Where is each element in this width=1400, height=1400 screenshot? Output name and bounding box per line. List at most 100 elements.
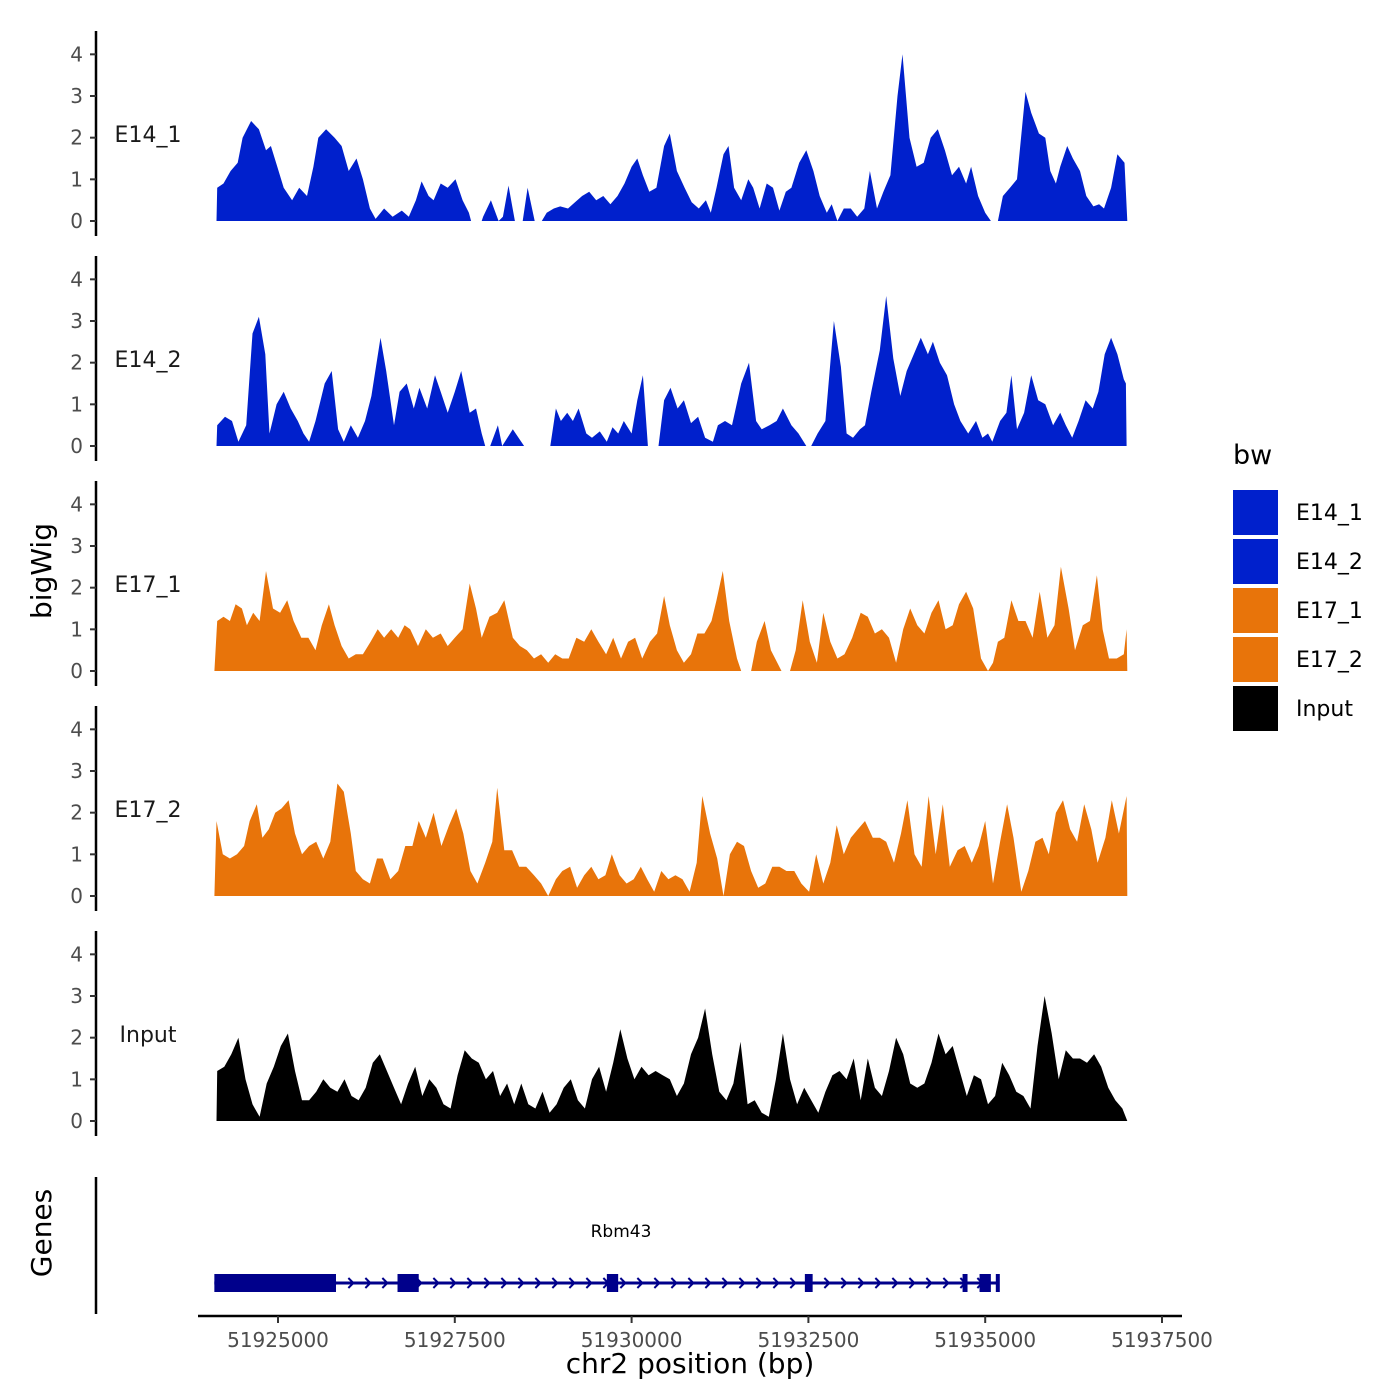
y-tick-label: 4 bbox=[70, 42, 83, 66]
genes-track-label: Genes bbox=[25, 1189, 58, 1277]
y-tick-label: 1 bbox=[70, 842, 83, 866]
gene-exon bbox=[214, 1274, 336, 1292]
x-tick-label: 51937500 bbox=[1111, 1328, 1213, 1352]
y-tick-label: 1 bbox=[70, 1067, 83, 1091]
y-tick-label: 0 bbox=[70, 884, 83, 908]
y-tick-label: 1 bbox=[70, 167, 83, 191]
strand-arrow bbox=[449, 1277, 457, 1289]
strand-arrow bbox=[704, 1277, 712, 1289]
genes-axis-title: Genes bbox=[25, 1189, 58, 1277]
strand-arrow bbox=[585, 1277, 593, 1289]
legend-swatch-E17_2 bbox=[1233, 637, 1278, 682]
legend-swatch-E17_1 bbox=[1233, 588, 1278, 633]
y-tick-label: 4 bbox=[70, 942, 83, 966]
coverage-area-E14_2 bbox=[216, 296, 1127, 446]
x-tick-label: 51925000 bbox=[227, 1328, 329, 1352]
legend-label-E14_1: E14_1 bbox=[1296, 501, 1363, 526]
strand-arrow bbox=[772, 1277, 780, 1289]
strand-arrow bbox=[466, 1277, 474, 1289]
y-axis-title: bigWig bbox=[25, 523, 58, 619]
strand-arrow bbox=[619, 1277, 627, 1289]
coverage-area-E17_2 bbox=[214, 783, 1128, 896]
y-tick-label: 0 bbox=[70, 1109, 83, 1133]
gene-exon bbox=[979, 1274, 991, 1292]
strand-arrow bbox=[517, 1277, 525, 1289]
strand-arrow bbox=[432, 1277, 440, 1289]
y-tick-label: 3 bbox=[70, 84, 83, 108]
coverage-area-Input bbox=[216, 996, 1128, 1121]
y-axis-label: bigWig bbox=[25, 523, 58, 619]
track-label: E17_2 bbox=[115, 798, 182, 823]
strand-arrow bbox=[670, 1277, 678, 1289]
strand-arrow bbox=[721, 1277, 729, 1289]
strand-arrow bbox=[364, 1277, 372, 1289]
track-label: E14_1 bbox=[115, 123, 182, 148]
legend-label-Input: Input bbox=[1296, 697, 1353, 722]
strand-arrow bbox=[687, 1277, 695, 1289]
y-tick-label: 3 bbox=[70, 309, 83, 333]
strand-arrow bbox=[891, 1277, 899, 1289]
coverage-area-E14_1 bbox=[216, 54, 1128, 221]
y-tick-label: 2 bbox=[70, 126, 83, 150]
strand-arrow bbox=[551, 1277, 559, 1289]
track-E14_2: 0 1 2 3 4 E14_2 bbox=[70, 256, 1127, 461]
strand-arrow bbox=[381, 1277, 389, 1289]
y-tick-label: 0 bbox=[70, 659, 83, 683]
track-label: E14_2 bbox=[115, 348, 182, 373]
track-E17_1: 0 1 2 3 4 E17_1 bbox=[70, 481, 1128, 686]
strand-arrow bbox=[738, 1277, 746, 1289]
strand-arrow bbox=[908, 1277, 916, 1289]
x-tick-label: 51927500 bbox=[404, 1328, 506, 1352]
strand-arrow bbox=[840, 1277, 848, 1289]
coverage-area-E17_1 bbox=[214, 566, 1128, 671]
y-tick-label: 2 bbox=[70, 1026, 83, 1050]
coverage-tracks: 0 1 2 3 4 E14_1 0 1 2 3 4 E14_2 0 1 2 3 4 E17_1 0 1 2 3 4 E17_2… bbox=[70, 31, 1128, 1136]
x-axis: 51925000 51927500 51930000 51932500 51935000… bbox=[198, 1314, 1213, 1352]
x-tick-label: 51935000 bbox=[934, 1328, 1036, 1352]
y-tick-label: 4 bbox=[70, 717, 83, 741]
y-tick-label: 2 bbox=[70, 351, 83, 375]
strand-arrow bbox=[925, 1277, 933, 1289]
strand-arrow bbox=[568, 1277, 576, 1289]
legend: bw E14_1 E14_2 E17_1 E17_2 Input bbox=[1233, 440, 1363, 731]
legend-swatch-Input bbox=[1233, 686, 1278, 731]
legend-swatch-E14_2 bbox=[1233, 539, 1278, 584]
strand-arrow bbox=[534, 1277, 542, 1289]
strand-arrow bbox=[347, 1277, 355, 1289]
gene-track: Rbm43 bbox=[94, 1177, 1000, 1314]
strand-arrow bbox=[942, 1277, 950, 1289]
track-Input: 0 1 2 3 4 Input bbox=[70, 931, 1128, 1136]
strand-arrow bbox=[483, 1277, 491, 1289]
strand-arrow bbox=[823, 1277, 831, 1289]
y-tick-label: 1 bbox=[70, 617, 83, 641]
gene-exon bbox=[995, 1274, 1000, 1292]
legend-title: bw bbox=[1233, 440, 1272, 471]
legend-label-E17_2: E17_2 bbox=[1296, 648, 1363, 673]
x-tick-label: 51932500 bbox=[758, 1328, 860, 1352]
y-tick-label: 3 bbox=[70, 984, 83, 1008]
gene-exon bbox=[804, 1274, 813, 1292]
x-tick-label: 51930000 bbox=[581, 1328, 683, 1352]
legend-swatch-E14_1 bbox=[1233, 490, 1278, 535]
legend-label-E17_1: E17_1 bbox=[1296, 599, 1363, 624]
gene-exon bbox=[397, 1274, 419, 1292]
gene-name-label: Rbm43 bbox=[591, 1222, 652, 1242]
strand-arrow bbox=[755, 1277, 763, 1289]
track-E17_2: 0 1 2 3 4 E17_2 bbox=[70, 706, 1128, 911]
y-tick-label: 1 bbox=[70, 392, 83, 416]
strand-arrow bbox=[857, 1277, 865, 1289]
y-tick-label: 0 bbox=[70, 434, 83, 458]
y-tick-label: 0 bbox=[70, 209, 83, 233]
y-tick-label: 4 bbox=[70, 267, 83, 291]
track-label: E17_1 bbox=[115, 573, 182, 598]
strand-arrow bbox=[500, 1277, 508, 1289]
strand-arrow bbox=[636, 1277, 644, 1289]
track-label: Input bbox=[120, 1023, 177, 1048]
legend-label-E14_2: E14_2 bbox=[1296, 550, 1363, 575]
y-tick-label: 4 bbox=[70, 492, 83, 516]
gene-exon bbox=[962, 1274, 968, 1292]
x-axis-label: chr2 position (bp) bbox=[566, 1347, 815, 1380]
y-tick-label: 2 bbox=[70, 801, 83, 825]
y-tick-label: 3 bbox=[70, 534, 83, 558]
